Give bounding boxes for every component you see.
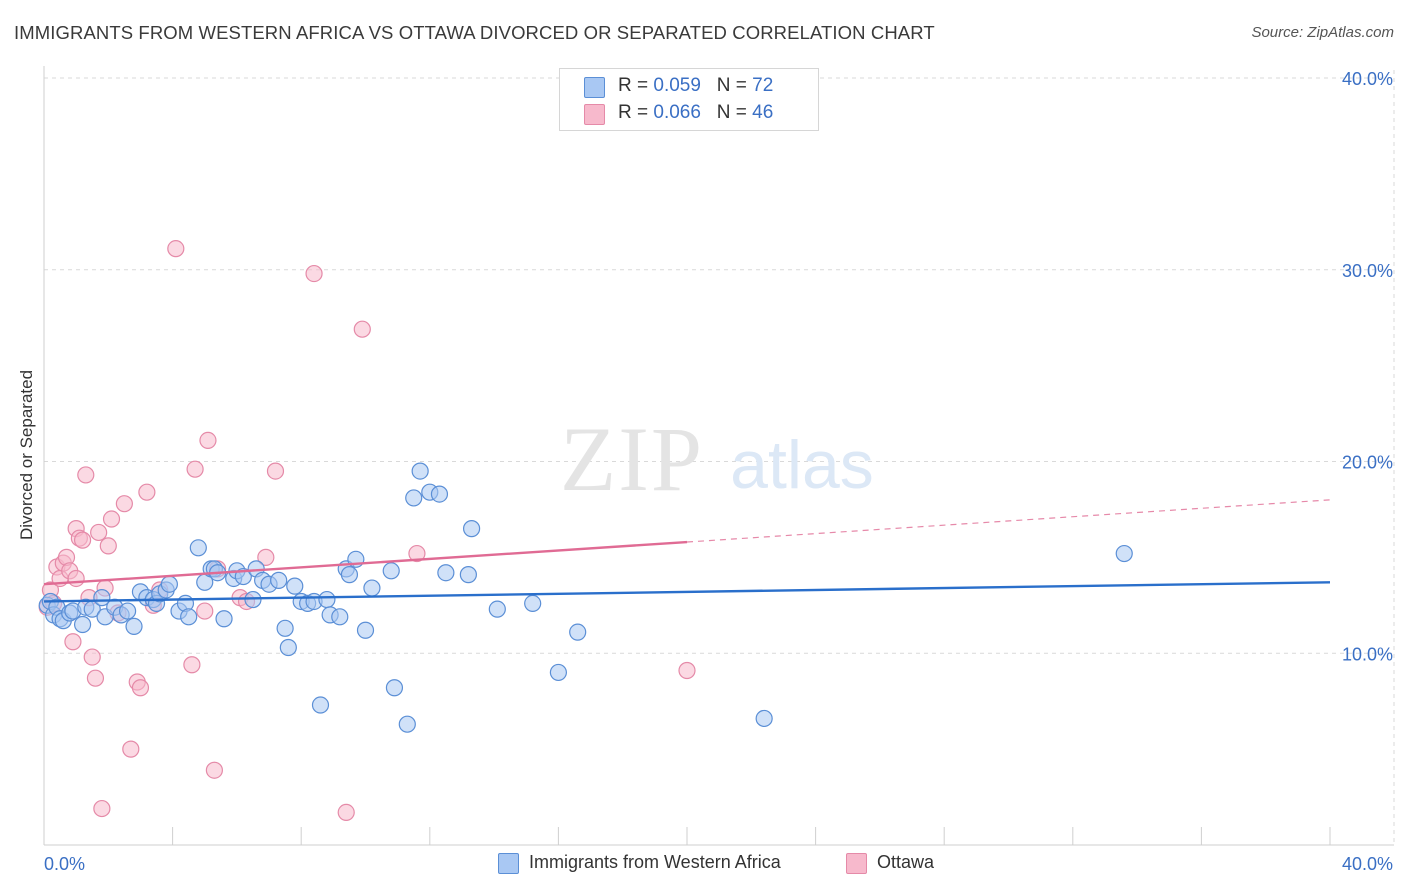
x-tick-label: 0.0% [44, 854, 85, 874]
ottawa-point [183, 656, 201, 674]
legend-swatch-pink [846, 853, 867, 874]
ottawa-point [102, 510, 121, 528]
axes [43, 66, 1394, 846]
ottawa-point [67, 569, 85, 588]
western-africa-point [286, 577, 304, 595]
ottawa-point [90, 523, 108, 542]
western-africa-point [363, 579, 381, 597]
stats-legend: R = 0.059 N = 72 R = 0.066 N = 46 [559, 68, 819, 131]
n-value: 72 [752, 75, 774, 96]
western-africa-point [755, 709, 773, 728]
western-africa-point [405, 489, 423, 507]
ottawa-point [83, 648, 101, 666]
ottawa-points [38, 240, 696, 822]
ottawa-point [353, 320, 371, 338]
ottawa-point [337, 803, 355, 822]
western-africa-point [549, 663, 568, 682]
y-tick-label: 40.0% [1342, 69, 1393, 89]
ottawa-point [131, 679, 150, 697]
western-africa-point [118, 602, 137, 620]
y-tick-label: 10.0% [1342, 644, 1393, 664]
ottawa-point [99, 537, 117, 555]
legend-swatch-blue [498, 853, 519, 874]
ottawa-point [73, 531, 92, 549]
n-label: N = [716, 102, 753, 123]
western-africa-point [356, 621, 375, 639]
ottawa-point [257, 548, 275, 566]
western-africa-point [73, 615, 92, 634]
ottawa-point [199, 431, 217, 450]
watermark: ZIP atlas [560, 408, 874, 510]
western-africa-point [437, 564, 455, 582]
legend-swatch-pink [584, 104, 605, 125]
western-africa-point [180, 608, 198, 626]
ottawa-point [115, 495, 133, 513]
watermark-zip: ZIP [560, 408, 704, 510]
r-label: R = [618, 102, 654, 123]
western-africa-point [276, 619, 294, 637]
western-africa-point [160, 575, 178, 593]
western-africa-point [524, 594, 542, 612]
ottawa-point [77, 466, 95, 484]
western-africa-point [569, 623, 587, 641]
western-africa-point [398, 715, 416, 733]
western-africa-point [462, 520, 481, 538]
western-africa-trend-line [43, 581, 1331, 603]
source-label: Source: ZipAtlas.com [1251, 24, 1394, 41]
ottawa-point [86, 669, 105, 687]
ottawa-point [93, 799, 111, 818]
ottawa-point [122, 740, 140, 758]
r-value: 0.066 [653, 102, 701, 123]
grid-lines [44, 70, 1395, 845]
western-africa-point [411, 462, 429, 480]
legend-swatch-blue [584, 77, 605, 98]
ottawa-point [678, 661, 696, 680]
western-africa-point [1115, 544, 1133, 563]
western-africa-point [488, 600, 506, 618]
chart-title: IMMIGRANTS FROM WESTERN AFRICA VS OTTAWA… [14, 22, 935, 43]
x-tick-label: 40.0% [1342, 854, 1393, 874]
tick-labels: 10.0% 20.0% 30.0% 40.0% 0.0% 40.0% [44, 69, 1393, 874]
western-africa-point [279, 638, 297, 657]
trend-lines [43, 499, 1331, 603]
western-africa-point [459, 566, 477, 584]
ottawa-trend-line [43, 540, 688, 586]
ottawa-point [167, 240, 185, 258]
r-value: 0.059 [653, 75, 701, 96]
ottawa-point [408, 544, 426, 563]
y-tick-label: 30.0% [1342, 261, 1393, 281]
n-value: 46 [752, 102, 774, 123]
r-label: R = [618, 75, 654, 96]
ottawa-point [196, 602, 214, 620]
watermark-atlas: atlas [730, 427, 874, 503]
ottawa-point [305, 264, 323, 283]
western-africa-point [215, 610, 233, 628]
ottawa-point [186, 460, 204, 478]
western-africa-point [430, 485, 449, 503]
western-africa-point [331, 608, 349, 626]
ottawa-point [205, 761, 223, 779]
y-tick-label: 20.0% [1342, 453, 1393, 473]
series-legend: Immigrants from Western Africa Ottawa [0, 851, 1406, 877]
ottawa-point [138, 483, 156, 501]
western-africa-point [382, 562, 400, 580]
legend-label: Ottawa [877, 852, 935, 872]
western-africa-point [311, 696, 330, 714]
western-africa-point [125, 617, 143, 636]
n-label: N = [716, 75, 753, 96]
western-africa-point [385, 679, 404, 697]
ottawa-point [266, 462, 285, 480]
western-africa-point [340, 566, 359, 584]
western-africa-point [189, 539, 207, 557]
western-africa-point [318, 590, 336, 609]
legend-label: Immigrants from Western Africa [529, 852, 781, 872]
ottawa-point [64, 633, 82, 651]
western-africa-point [270, 571, 288, 589]
ottawa-trend-extension [686, 499, 1331, 543]
